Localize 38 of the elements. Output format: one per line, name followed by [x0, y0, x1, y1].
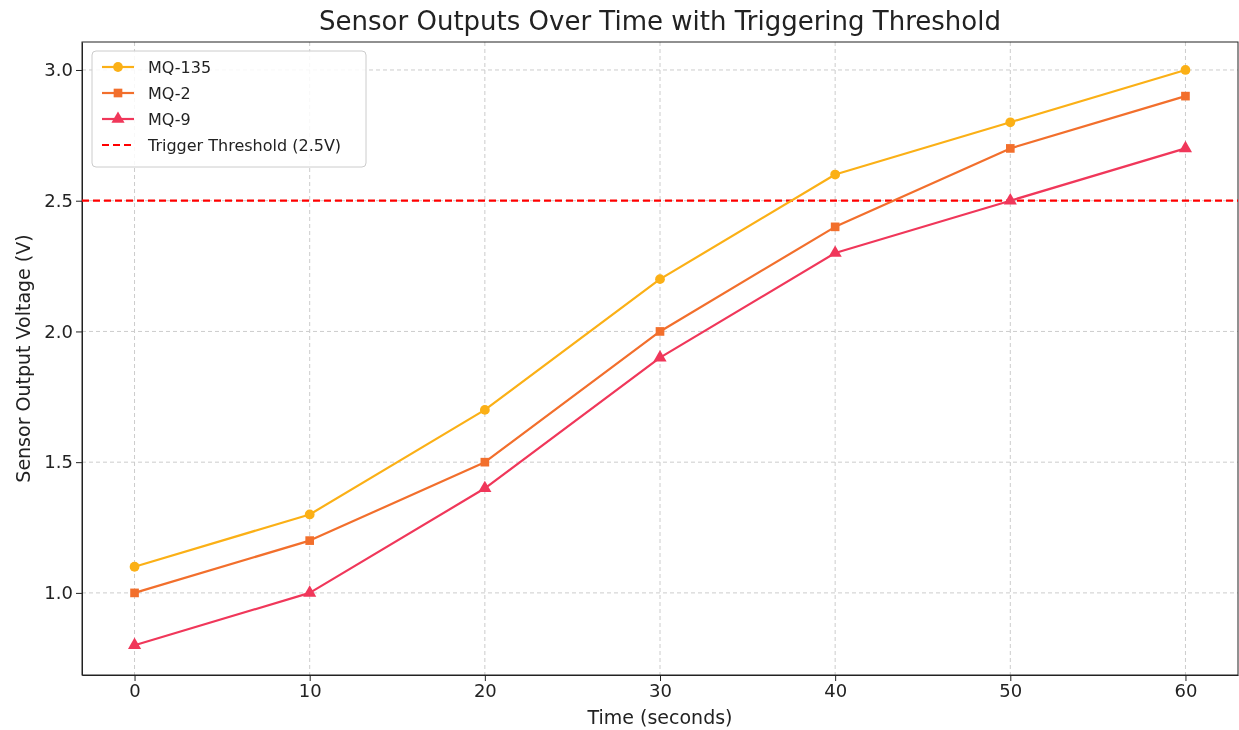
point [1178, 140, 1193, 153]
point [479, 405, 490, 415]
point [1005, 117, 1016, 128]
point [655, 327, 665, 336]
y-tick-label: 2.0 [44, 320, 73, 342]
point [303, 585, 317, 597]
legend-label: MQ-135 [148, 58, 212, 77]
point [129, 561, 140, 572]
y-tick-label: 2.5 [44, 189, 73, 211]
legend-label: MQ-2 [148, 84, 191, 103]
x-tick-label: 20 [473, 679, 497, 701]
point [655, 274, 665, 285]
point [1181, 91, 1190, 101]
x-tick-label: 10 [298, 679, 322, 701]
legend-label: Trigger Threshold (2.5V) [147, 136, 342, 155]
point [305, 536, 315, 545]
x-tick-label: 50 [999, 679, 1023, 701]
point [478, 480, 492, 493]
y-tick-label: 1.0 [44, 582, 73, 604]
point [130, 588, 139, 598]
point [653, 349, 667, 362]
point [1180, 65, 1191, 75]
x-tick-label: 30 [649, 679, 672, 701]
y-tick-label: 1.5 [44, 451, 73, 473]
point [830, 169, 841, 180]
x-tick-label: 60 [1174, 679, 1198, 701]
chart-title: Sensor Outputs Over Time with Triggering Threshold [319, 6, 1001, 36]
point [304, 509, 315, 520]
point [828, 245, 842, 257]
y-tick-label: 3.0 [44, 59, 73, 81]
point [1003, 193, 1017, 205]
legend-label: MQ-9 [148, 110, 191, 129]
x-axis-title: Time (seconds) [586, 706, 733, 728]
point [127, 637, 142, 649]
x-tick-label: 40 [824, 679, 848, 701]
y-axis-title: Sensor Output Voltage (V) [12, 234, 34, 483]
x-tick-label: 0 [129, 679, 141, 701]
point [1005, 144, 1015, 153]
